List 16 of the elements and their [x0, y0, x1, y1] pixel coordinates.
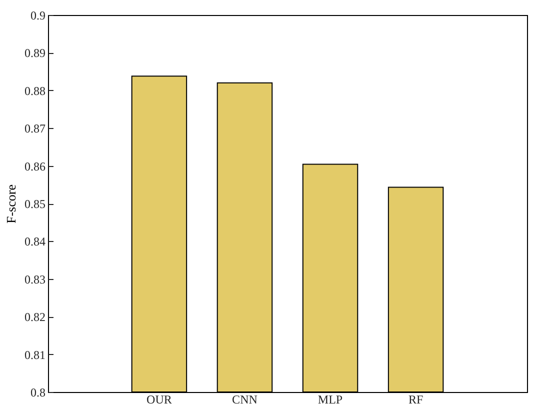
y-tick-label: 0.9: [30, 8, 46, 22]
y-tick-label: 0.86: [24, 159, 46, 174]
x-tick-label: RF: [408, 392, 424, 406]
x-tick-label: OUR: [146, 392, 172, 406]
y-tick-label: 0.89: [24, 46, 46, 60]
y-tick-label: 0.81: [24, 348, 46, 362]
y-axis-title: F-score: [4, 184, 18, 224]
y-tick-label: 0.85: [24, 197, 46, 211]
y-tick-label: 0.87: [24, 122, 46, 136]
y-tick-label: 0.84: [24, 234, 46, 249]
y-tick-label: 0.82: [24, 310, 46, 324]
x-tick-label: MLP: [318, 392, 343, 406]
y-tick-label: 0.83: [24, 272, 46, 286]
x-tick-label: CNN: [232, 392, 258, 406]
y-tick-label: 0.88: [24, 84, 46, 98]
y-tick-label: 0.8: [30, 386, 46, 400]
